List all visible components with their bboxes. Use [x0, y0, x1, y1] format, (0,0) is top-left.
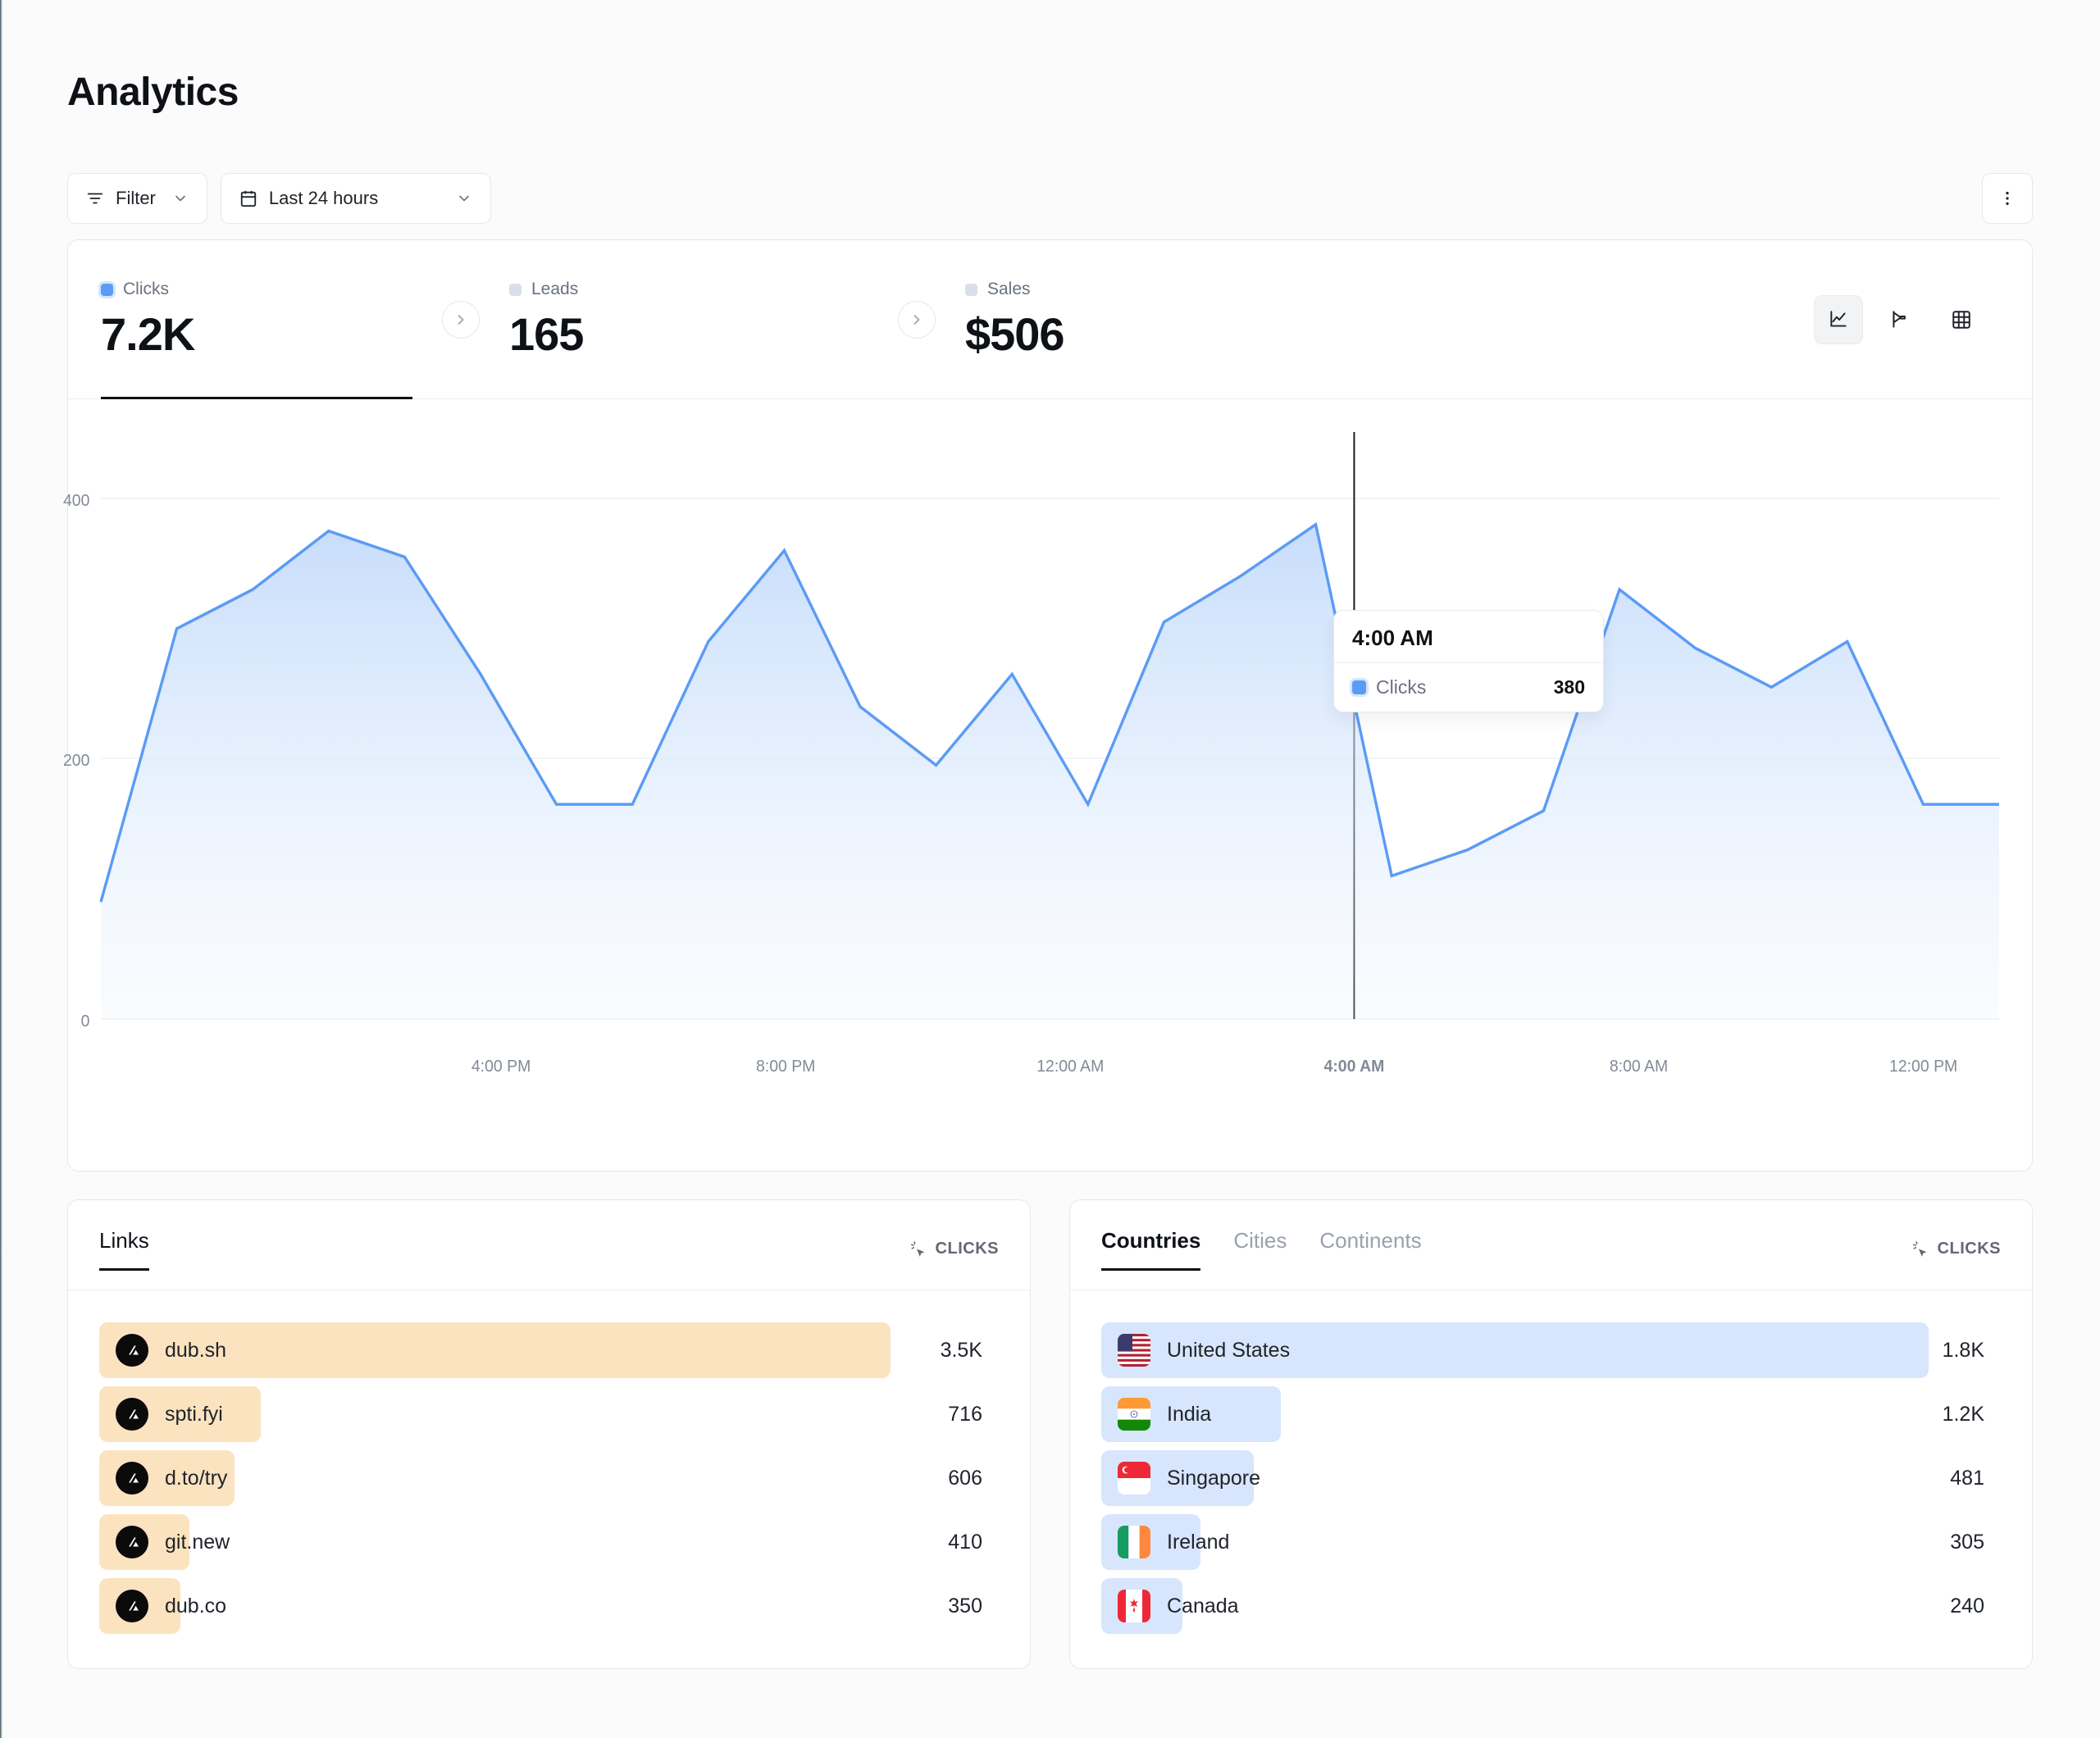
- svg-text:8:00 PM: 8:00 PM: [756, 1058, 815, 1076]
- svg-text:400: 400: [63, 492, 89, 510]
- svg-text:0: 0: [81, 1012, 90, 1031]
- svg-text:8:00 AM: 8:00 AM: [1610, 1058, 1668, 1076]
- svg-text:4:00 AM: 4:00 AM: [1324, 1058, 1385, 1076]
- svg-text:4:00 PM: 4:00 PM: [471, 1058, 531, 1076]
- svg-text:12:00 AM: 12:00 AM: [1036, 1058, 1104, 1076]
- svg-text:200: 200: [63, 752, 89, 770]
- svg-text:12:00 PM: 12:00 PM: [1889, 1058, 1957, 1076]
